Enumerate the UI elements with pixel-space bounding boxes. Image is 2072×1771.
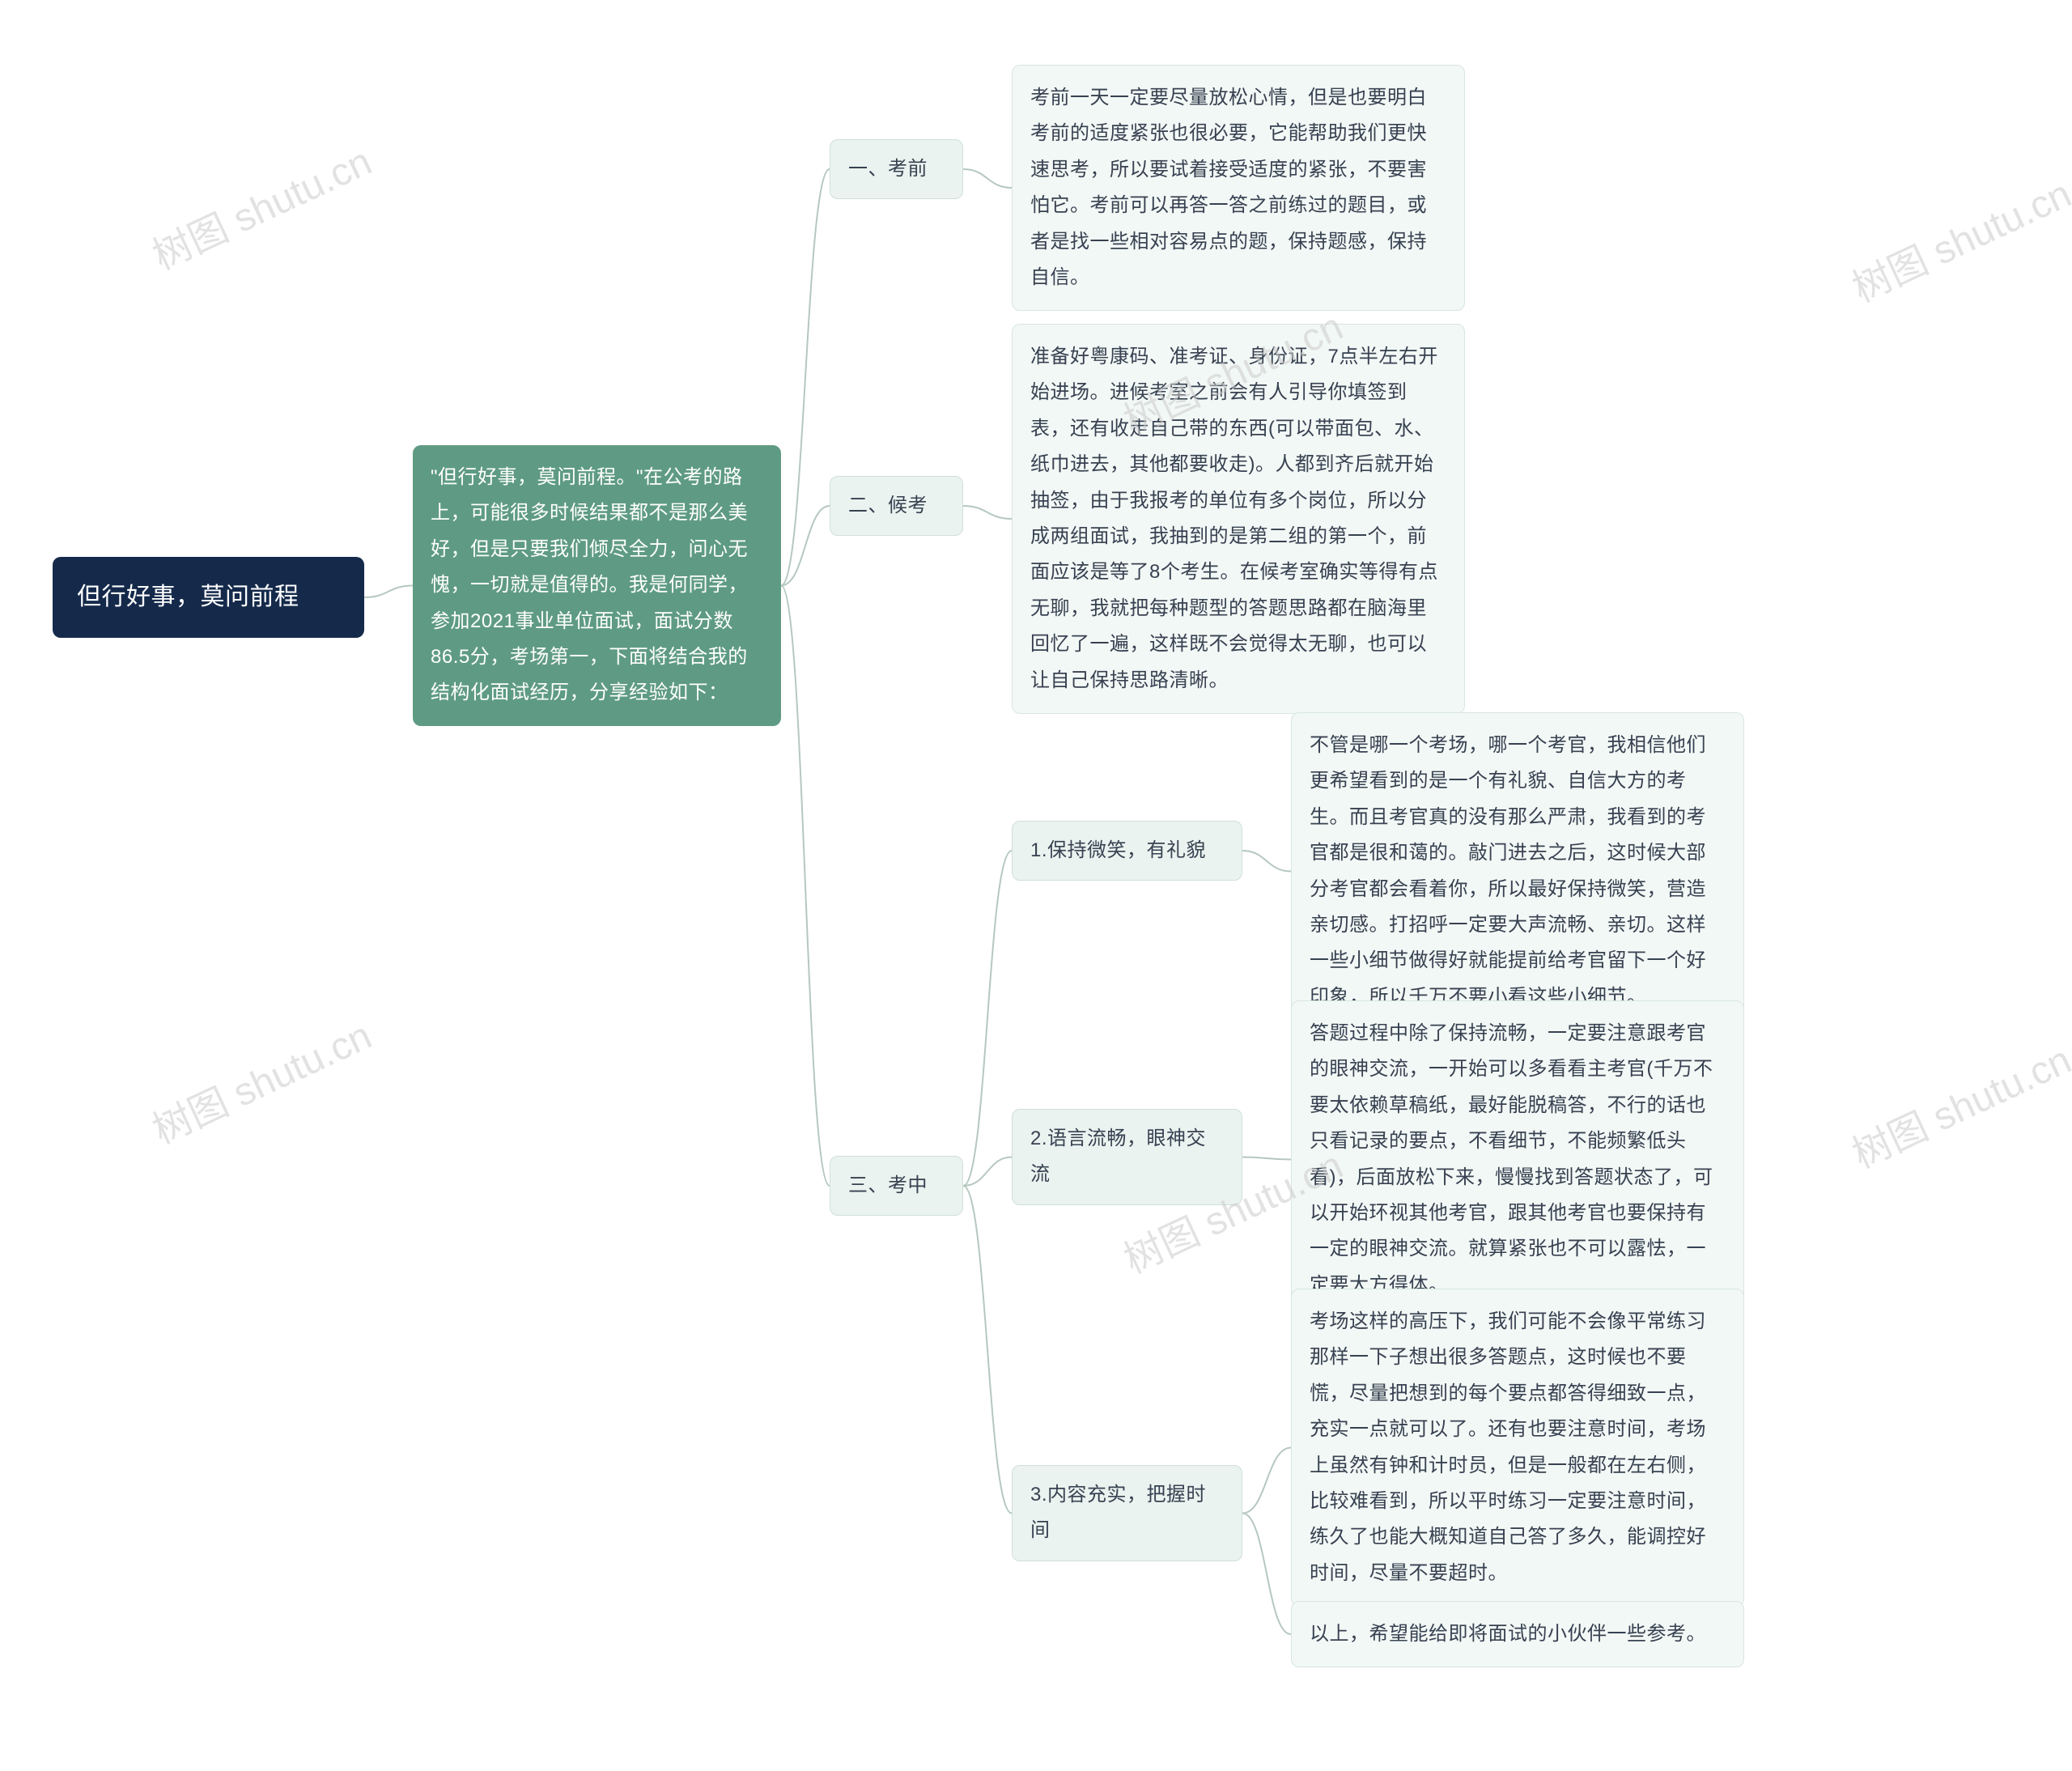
section-node-during-exam[interactable]: 三、考中 <box>830 1156 963 1216</box>
section-node-waiting[interactable]: 二、候考 <box>830 476 963 536</box>
subsection-node-eye-contact[interactable]: 2.语言流畅，眼神交流 <box>1012 1109 1242 1205</box>
leaf-node[interactable]: 不管是哪一个考场，哪一个考官，我相信他们更希望看到的是一个有礼貌、自信大方的考生… <box>1291 712 1744 1030</box>
watermark: 树图 shutu.cn <box>142 130 379 280</box>
watermark: 树图 shutu.cn <box>142 1004 379 1154</box>
leaf-node[interactable]: 准备好粤康码、准考证、身份证，7点半左右开始进场。进候考室之前会有人引导你填签到… <box>1012 324 1465 714</box>
intro-node[interactable]: "但行好事，莫问前程。"在公考的路上，可能很多时候结果都不是那么美好，但是只要我… <box>413 445 781 726</box>
leaf-node[interactable]: 以上，希望能给即将面试的小伙伴一些参考。 <box>1291 1601 1744 1667</box>
root-node[interactable]: 但行好事，莫问前程 <box>53 557 364 638</box>
subsection-node-smile[interactable]: 1.保持微笑，有礼貌 <box>1012 821 1242 881</box>
leaf-node[interactable]: 考前一天一定要尽量放松心情，但是也要明白考前的适度紧张也很必要，它能帮助我们更快… <box>1012 65 1465 311</box>
watermark: 树图 shutu.cn <box>1841 1028 2072 1179</box>
leaf-node[interactable]: 答题过程中除了保持流畅，一定要注意跟考官的眼神交流，一开始可以多看看主考官(千万… <box>1291 1000 1744 1319</box>
leaf-node[interactable]: 考场这样的高压下，我们可能不会像平常练习那样一下子想出很多答题点，这时候也不要慌… <box>1291 1289 1744 1607</box>
section-node-before-exam[interactable]: 一、考前 <box>830 139 963 199</box>
subsection-node-timing[interactable]: 3.内容充实，把握时间 <box>1012 1465 1242 1561</box>
watermark: 树图 shutu.cn <box>1841 162 2072 312</box>
